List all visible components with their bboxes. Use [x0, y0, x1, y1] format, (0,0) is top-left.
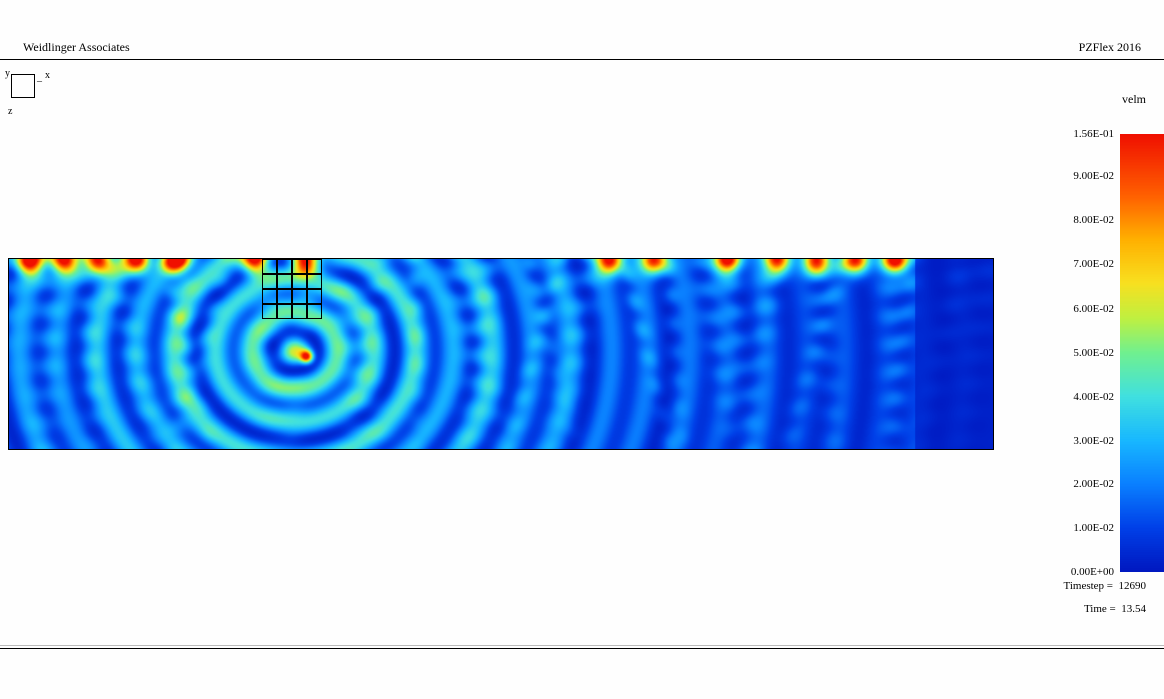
axis-z-label: z [8, 106, 12, 117]
time-value: 13.54 [1121, 603, 1146, 615]
colorbar [1120, 134, 1164, 572]
axis-x-label: x [45, 70, 50, 81]
wave-heatmap [9, 259, 993, 449]
time-label: Time = [1084, 603, 1116, 615]
colorbar-tick: 1.00E-02 [1054, 522, 1114, 534]
colorbar-tick: 6.00E-02 [1054, 303, 1114, 315]
axis-y-label: y [5, 68, 10, 79]
software-label: PZFlex 2016 [1079, 40, 1141, 55]
time-readout: Time = 13.54 [1084, 603, 1146, 615]
timestep-readout: Timestep = 12690 [1064, 580, 1147, 592]
plot-area [8, 258, 994, 450]
colorbar-tick: 5.00E-02 [1054, 347, 1114, 359]
colorbar-tick: 9.00E-02 [1054, 170, 1114, 182]
colorbar-tick: 1.56E-01 [1054, 128, 1114, 140]
timestep-value: 12690 [1119, 580, 1147, 592]
axis-box [11, 74, 35, 98]
variable-label: velm [1122, 92, 1146, 107]
axis-indicator: y _ x z [7, 70, 47, 120]
colorbar-tick: 3.00E-02 [1054, 435, 1114, 447]
header-bar: Weidlinger Associates PZFlex 2016 [0, 0, 1164, 60]
colorbar-tick: 4.00E-02 [1054, 391, 1114, 403]
colorbar-tick: 0.00E+00 [1054, 566, 1114, 578]
company-label: Weidlinger Associates [23, 40, 130, 55]
colorbar-tick: 2.00E-02 [1054, 478, 1114, 490]
timestep-label: Timestep = [1064, 580, 1114, 592]
colorbar-tick: 7.00E-02 [1054, 258, 1114, 270]
footer-divider [0, 645, 1164, 647]
axis-dash: _ [37, 72, 42, 83]
colorbar-tick: 8.00E-02 [1054, 214, 1114, 226]
